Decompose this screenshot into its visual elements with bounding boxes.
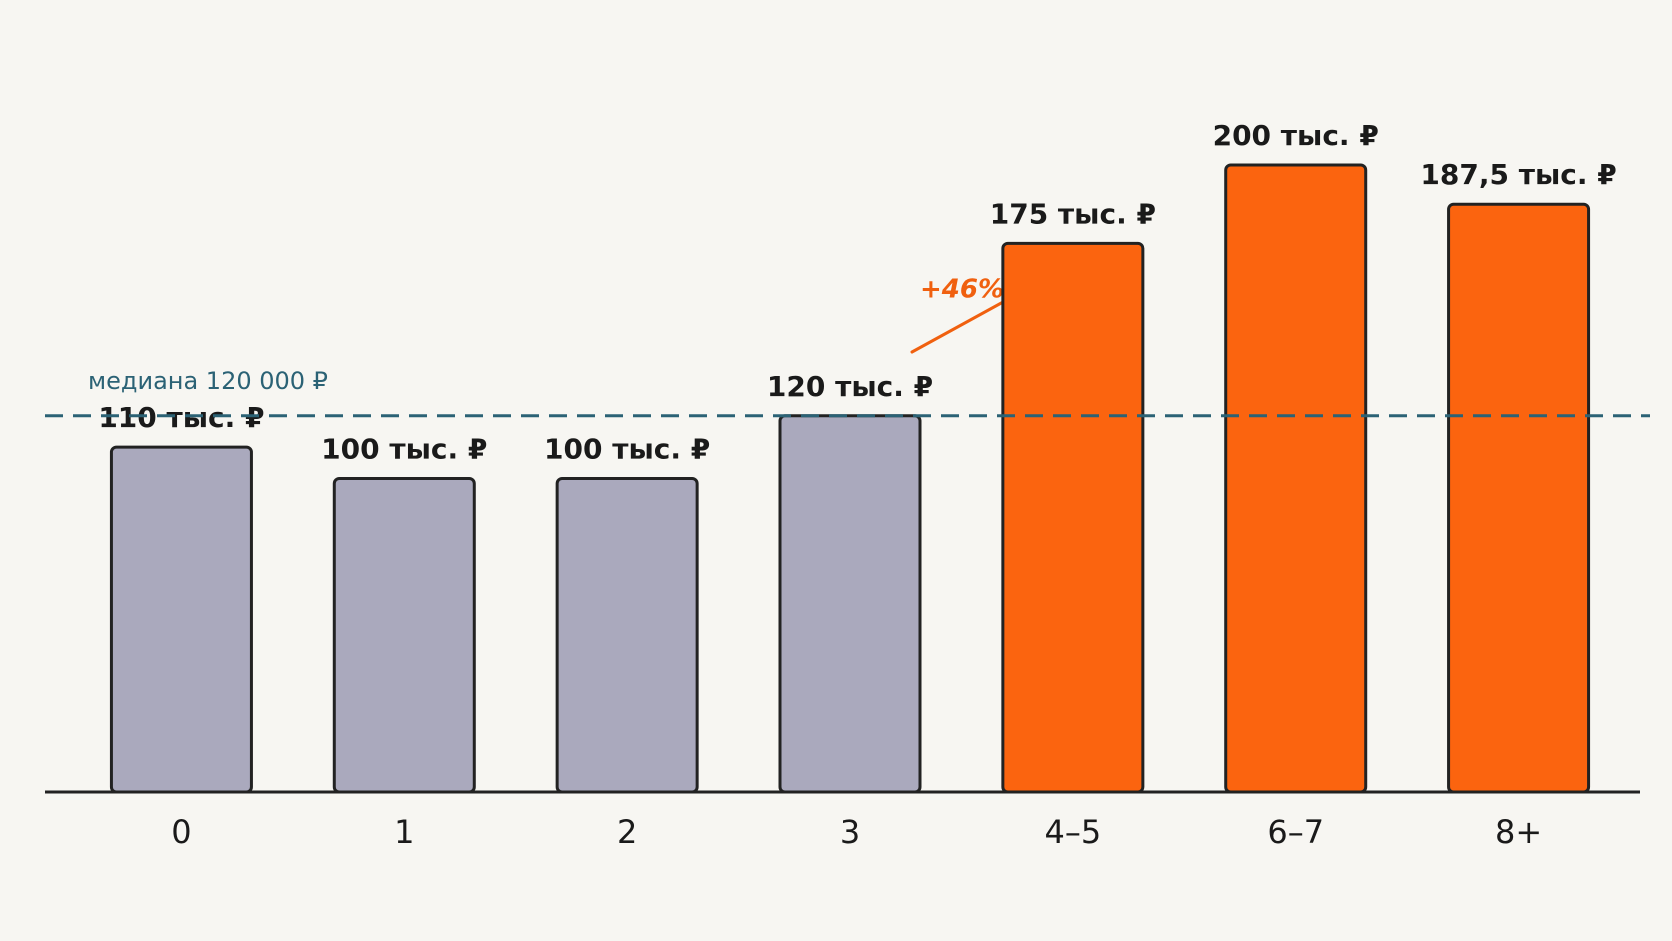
- bar: [555, 477, 699, 794]
- x-tick-label: 1: [394, 813, 414, 851]
- bar: [1224, 163, 1368, 794]
- bar: [778, 414, 922, 794]
- bar: [1001, 241, 1145, 794]
- value-label: 100 тыс. ₽: [544, 433, 710, 466]
- value-label: 175 тыс. ₽: [990, 197, 1156, 230]
- bar: [332, 477, 476, 794]
- value-label: 187,5 тыс. ₽: [1420, 158, 1616, 191]
- annotation-label: +46%: [920, 275, 1004, 305]
- x-tick-label: 6–7: [1267, 813, 1324, 851]
- x-tick-label: 4–5: [1044, 813, 1101, 851]
- value-label: 120 тыс. ₽: [767, 370, 933, 403]
- value-label: 100 тыс. ₽: [321, 433, 487, 466]
- x-tick-label: 2: [617, 813, 637, 851]
- x-tick-label: 0: [171, 813, 191, 851]
- x-tick-label: 8+: [1495, 813, 1542, 851]
- x-tick-label: 3: [840, 813, 860, 851]
- median-label: медиана 120 000 ₽: [88, 367, 328, 395]
- bar: [1447, 202, 1591, 794]
- value-label: 200 тыс. ₽: [1213, 119, 1379, 152]
- bar: [109, 445, 253, 794]
- value-label: 110 тыс. ₽: [98, 401, 264, 434]
